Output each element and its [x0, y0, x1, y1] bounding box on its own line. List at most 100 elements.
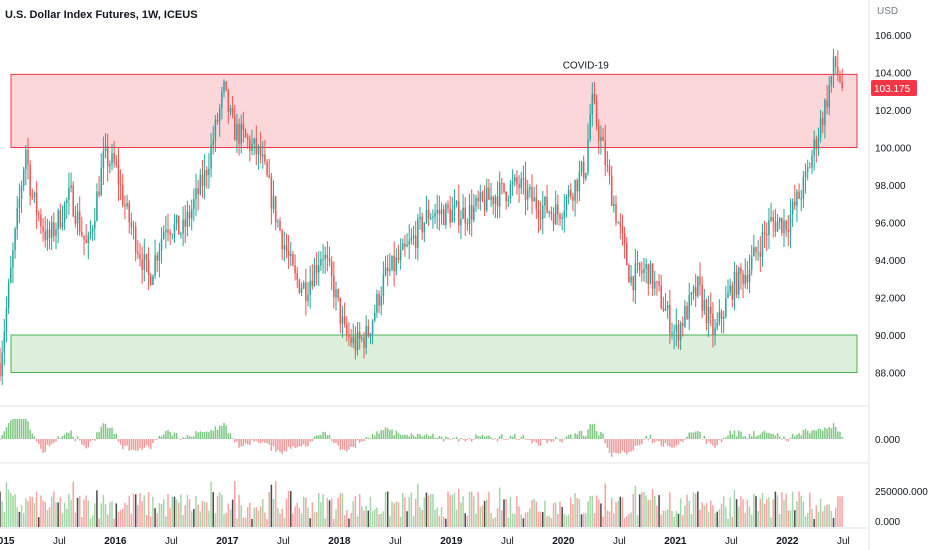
volume-bar [223, 513, 225, 527]
candle-body [31, 195, 34, 197]
volume-bar [18, 511, 21, 527]
volume-bar [404, 497, 406, 527]
oscillator-bar [731, 434, 734, 439]
candle-body [190, 209, 193, 219]
candle-body [694, 287, 697, 297]
oscillator-bar [279, 439, 281, 453]
candle-body [272, 196, 275, 209]
candle-body [231, 107, 234, 116]
volume-bar [643, 492, 645, 527]
candle-body [339, 297, 342, 324]
volume-bar [397, 502, 400, 527]
candle-body [298, 279, 301, 293]
volume-bar [354, 496, 357, 527]
candle-body [794, 201, 796, 206]
candle-body [576, 180, 578, 192]
volume-bar [240, 505, 242, 527]
candle-body [178, 215, 180, 235]
candle-body [300, 288, 303, 293]
candle-body [46, 229, 49, 241]
oscillator-bar [318, 435, 320, 439]
volume-bar [432, 494, 434, 527]
candle-body [587, 139, 589, 174]
volume-bar [822, 511, 824, 527]
oscillator-bar [178, 438, 180, 440]
oscillator-bar [417, 433, 419, 439]
volume-bar [281, 508, 283, 527]
volume-bar [160, 503, 163, 527]
oscillator-bar [561, 439, 563, 443]
candle-body [486, 187, 488, 211]
price-tick-label: 88.000 [875, 369, 906, 380]
oscillator-bar [514, 433, 516, 439]
candle-body [380, 296, 382, 306]
oscillator-bar [576, 434, 578, 439]
oscillator-bar [167, 430, 169, 439]
candle-body [218, 108, 221, 122]
volume-bar [733, 489, 736, 527]
candle-body [234, 115, 236, 141]
oscillator-bar [186, 435, 189, 439]
volume-bar [783, 499, 785, 527]
oscillator-bar [688, 432, 690, 439]
oscillator-bar [526, 439, 529, 440]
oscillator-bar [257, 439, 260, 443]
oscillator-bar [190, 436, 193, 439]
candle-body [619, 222, 622, 226]
resistance-zone[interactable] [10, 73, 858, 148]
candle-body [307, 295, 309, 302]
volume-bar [796, 501, 798, 527]
oscillator-bar [628, 439, 630, 453]
candle-body [369, 333, 372, 336]
volume-bar [156, 513, 158, 527]
candle-body [822, 118, 824, 125]
volume-bar [742, 499, 744, 527]
oscillator-bar [361, 439, 363, 442]
candle-body [563, 210, 566, 218]
candle-body [684, 306, 686, 327]
volume-bar [746, 499, 749, 527]
oscillator-bar [610, 439, 613, 457]
oscillator-bar [223, 422, 225, 439]
candle-body [162, 232, 165, 239]
candle-body [600, 136, 602, 141]
volume-bar [677, 513, 680, 527]
oscillator-bar [826, 428, 828, 439]
oscillator-bar [529, 439, 531, 440]
candle-body [382, 274, 385, 297]
volume-bar [119, 509, 122, 527]
candle-body [152, 275, 154, 285]
oscillator-bar [832, 423, 835, 439]
support-zone[interactable] [10, 334, 858, 373]
volume-bar [496, 508, 499, 527]
oscillator-bar [604, 439, 606, 444]
oscillator-bar [712, 439, 714, 446]
volume-bar [234, 481, 236, 527]
candle-body [61, 222, 64, 227]
volume-bar [809, 492, 811, 527]
candle-body [630, 276, 632, 283]
volume-bar [7, 489, 10, 527]
candle-body [410, 237, 413, 241]
candle-body [744, 274, 746, 284]
volume-bar [266, 518, 268, 527]
volume-bar [628, 513, 630, 527]
oscillator-bar [490, 437, 492, 439]
volume-bar [53, 491, 55, 527]
candle-body [643, 268, 645, 274]
volume-bar [658, 495, 660, 527]
candle-body [257, 146, 260, 155]
candle-body [623, 233, 626, 244]
volume-bar [460, 502, 462, 527]
candle-body [132, 226, 135, 228]
volume-bar [755, 496, 757, 527]
candle-body [66, 199, 68, 204]
oscillator-bar [145, 439, 148, 446]
volume-bar [522, 518, 525, 527]
oscillator-bar [455, 436, 458, 439]
oscillator-bar [115, 433, 118, 439]
candle-body [718, 311, 721, 323]
volume-bar [380, 513, 382, 527]
volume-bar [113, 518, 115, 527]
